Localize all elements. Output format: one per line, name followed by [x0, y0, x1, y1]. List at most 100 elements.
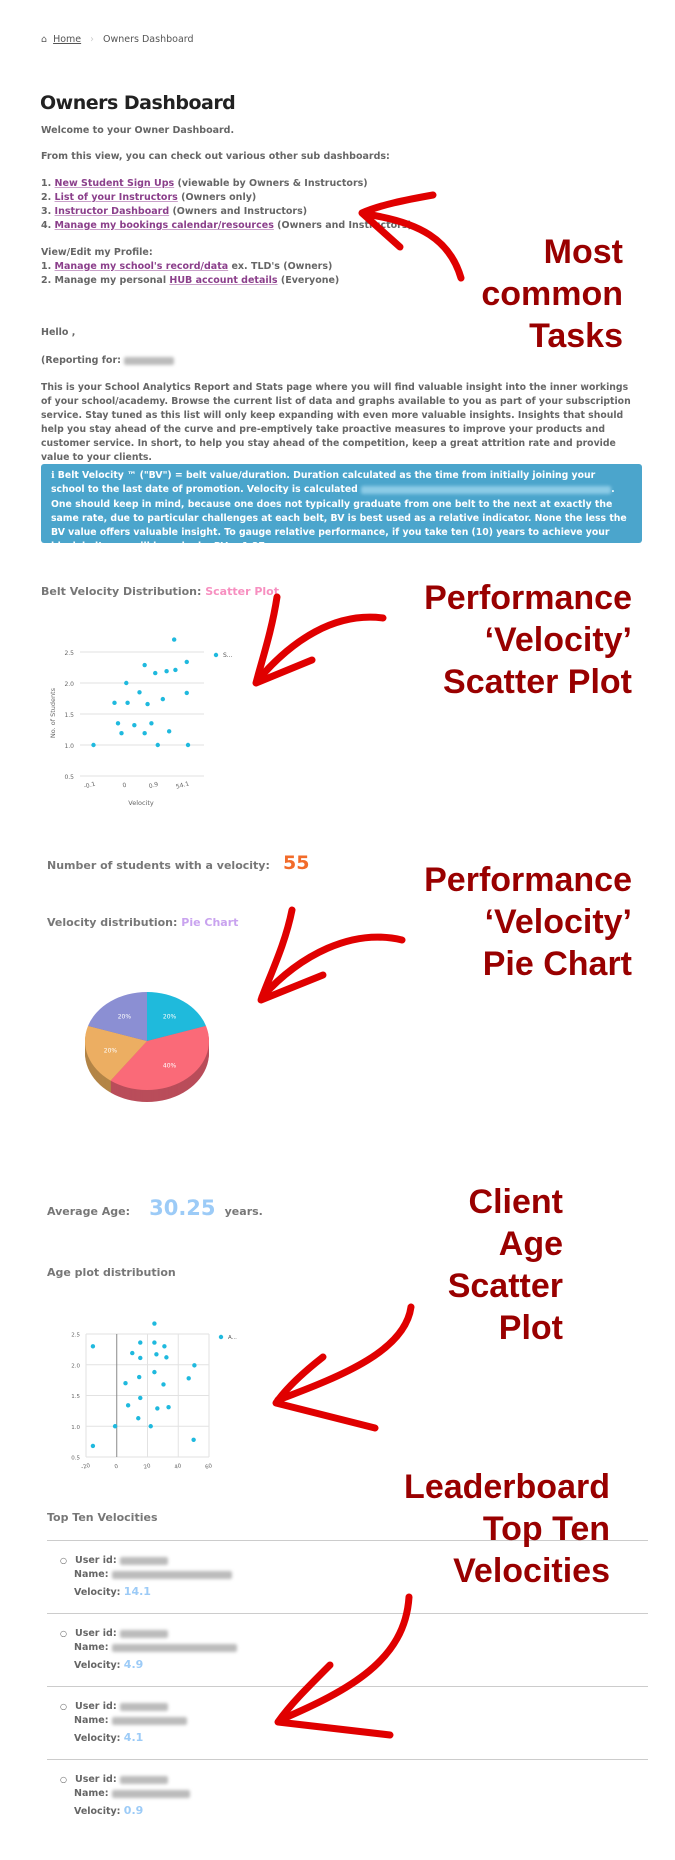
y-tick-label: 2.5 [64, 650, 74, 657]
profile-link-item: 2. Manage my personal HUB account detail… [41, 274, 339, 288]
link-note: (viewable by Owners & Instructors) [177, 178, 368, 189]
annotation-line: Tasks [529, 317, 623, 355]
y-tick-label: 0.5 [64, 774, 74, 781]
user-id-row: ○ User id: [60, 1627, 237, 1641]
data-point [138, 1395, 143, 1401]
velocity-row: Velocity: 0.9 [74, 1804, 190, 1819]
instructors-list-link[interactable]: List of your Instructors [54, 192, 178, 203]
pie-chart-heading: Velocity distribution: Pie Chart [47, 916, 238, 929]
dashboard-link-item: 1. New Student Sign Ups (viewable by Own… [41, 177, 412, 191]
legend-marker [218, 1334, 224, 1340]
list-number: 1. [41, 178, 52, 189]
school-record-link[interactable]: Manage my school's record/data [54, 261, 229, 272]
redacted-user-id [119, 1629, 168, 1638]
redacted-user-id [119, 1775, 168, 1784]
list-number: 4. [41, 220, 52, 231]
leaderboard-entry: ○ User id: Name: Velocity: 4.1 [60, 1700, 187, 1746]
velocity-value: 14.1 [123, 1585, 151, 1598]
data-point [166, 729, 172, 734]
y-tick-label: 2.0 [71, 1363, 80, 1369]
annotation-line: Top Ten [482, 1510, 610, 1548]
redacted-user-id [119, 1702, 168, 1711]
redacted-user-id [119, 1556, 168, 1565]
list-number: 2. [41, 192, 52, 203]
legend-label: A... [228, 1335, 237, 1341]
data-point [137, 690, 142, 695]
leaderboard-entry: ○ User id: Name: Velocity: 0.9 [60, 1773, 190, 1819]
annotation-line: Scatter Plot [443, 663, 632, 701]
breadcrumb-separator: › [90, 34, 94, 45]
y-tick-label: 2.0 [64, 681, 74, 688]
velocity-row: Velocity: 4.1 [74, 1731, 187, 1746]
data-point [125, 1403, 131, 1408]
data-point [184, 690, 189, 696]
redacted-school-name [124, 356, 175, 365]
velocity-scatter-heading: Belt Velocity Distribution: Scatter Plot [41, 585, 279, 598]
link-prefix: Manage my personal [54, 275, 167, 286]
profile-links: View/Edit my Profile: 1. Manage my schoo… [41, 246, 339, 288]
velocity-value: 0.9 [123, 1804, 144, 1817]
home-icon[interactable]: ⌂ [41, 34, 48, 45]
pie-slice [88, 992, 147, 1041]
bullet-icon: ○ [60, 1629, 67, 1638]
breadcrumb-home-link[interactable]: Home [53, 34, 82, 45]
age-scatter-chart: 0.5 1.0 1.5 2.0 2.5 -20 0 20 40 60 A... [71, 1321, 237, 1471]
arrow-icon [274, 1593, 413, 1739]
name-label: Name: [74, 1715, 109, 1726]
info-text: Belt Velocity ™ ("BV") = belt value/dura… [51, 470, 596, 496]
data-point [171, 637, 177, 642]
hello-text: Hello , [41, 327, 76, 338]
sub-dashboards-intro: From this view, you can check out variou… [41, 151, 390, 162]
breadcrumb-current: Owners Dashboard [103, 34, 194, 45]
annotation-line: Plot [498, 1309, 563, 1347]
data-point [119, 731, 124, 736]
legend-marker [213, 652, 219, 658]
link-note: (Owners and Instructors) [172, 206, 308, 217]
x-tick-label: 0.9 [148, 781, 159, 790]
data-point [154, 1352, 159, 1357]
data-point [152, 1321, 157, 1326]
redacted-name [111, 1643, 237, 1652]
data-point [145, 701, 150, 707]
velocity-label: Velocity: [74, 1806, 121, 1817]
data-point [112, 700, 117, 706]
students-count-label: Number of students with a velocity: [47, 859, 270, 872]
link-note: ex. TLD's (Owners) [231, 261, 333, 272]
data-point [112, 1424, 118, 1429]
annotation-most-common-tasks: Most common Tasks [481, 231, 623, 357]
name-row: Name: [74, 1714, 187, 1728]
data-point [152, 1369, 157, 1375]
y-tick-label: 1.5 [71, 1394, 80, 1400]
average-age: Average Age: 30.25 years. [47, 1196, 263, 1220]
divider [47, 1686, 648, 1687]
info-icon: ℹ [51, 470, 55, 481]
bookings-calendar-link[interactable]: Manage my bookings calendar/resources [54, 220, 274, 231]
data-point [152, 1340, 157, 1345]
belt-velocity-info-box: ℹ Belt Velocity ™ ("BV") = belt value/du… [41, 464, 642, 552]
data-point [192, 1363, 197, 1368]
redacted-name [111, 1716, 187, 1725]
annotation-line: Client [468, 1183, 563, 1221]
x-tick-label: 20 [143, 1463, 152, 1471]
pie-slice [84, 1025, 147, 1081]
data-point [164, 1355, 169, 1360]
data-point [155, 742, 160, 748]
annotation-line: ‘Velocity’ [484, 903, 632, 941]
pie-slice-label: 40% [163, 1063, 177, 1070]
bullet-icon: ○ [60, 1702, 67, 1711]
data-point [162, 1344, 167, 1349]
pie-slice [147, 992, 206, 1041]
average-age-value: 30.25 [149, 1196, 216, 1220]
velocity-value: 4.9 [123, 1658, 144, 1671]
annotation-line: Leaderboard [404, 1468, 610, 1506]
x-tick-label: 0 [122, 782, 128, 790]
data-point [115, 721, 121, 726]
hub-account-link[interactable]: HUB account details [169, 275, 278, 286]
profile-heading: View/Edit my Profile: [41, 247, 153, 258]
new-student-signups-link[interactable]: New Student Sign Ups [54, 178, 175, 189]
instructor-dashboard-link[interactable]: Instructor Dashboard [54, 206, 170, 217]
x-tick-label: -20 [81, 1463, 92, 1471]
leaderboard-heading: Top Ten Velocities [47, 1511, 158, 1524]
name-label: Name: [74, 1642, 109, 1653]
page-title: Owners Dashboard [40, 92, 236, 114]
